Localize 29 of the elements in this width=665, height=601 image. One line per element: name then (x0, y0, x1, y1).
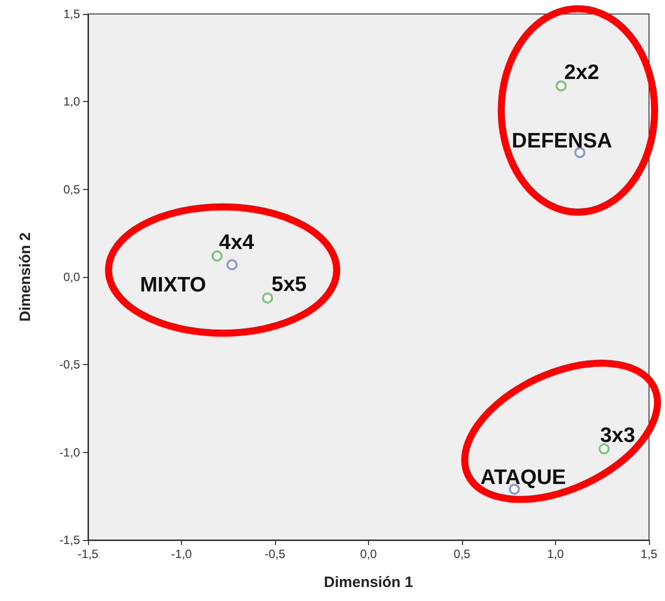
annotation: MIXTO (140, 274, 206, 297)
point (574, 147, 586, 158)
annotation: 2x2 (564, 60, 600, 84)
x-axis-title: Dimensión 1 (324, 574, 414, 591)
y-tick-label: 0,0 (63, 270, 80, 284)
y-tick-label: -1,5 (59, 533, 80, 547)
x-tick-label: -0,5 (264, 547, 286, 561)
y-tick-label: 1,0 (63, 94, 80, 109)
annotation: 3x3 (600, 424, 636, 447)
point (556, 80, 567, 92)
y-axis-title: Dimensión 2 (17, 232, 34, 322)
annotation: DEFENSA (512, 130, 612, 153)
annotation: 5x5 (272, 273, 307, 296)
point (212, 250, 223, 262)
x-tick-label: -1,0 (171, 547, 192, 561)
point (598, 443, 610, 454)
x-tick-label: 0,0 (360, 547, 378, 561)
x-tick-label: 1,5 (640, 547, 658, 561)
y-tick-label: -0,5 (59, 358, 80, 372)
annotation: 4x4 (219, 230, 254, 254)
y-tick-label: 0,5 (63, 182, 80, 196)
x-tick-label: 1,0 (547, 547, 564, 561)
x-tick-label: 0,5 (454, 547, 471, 561)
y-tick-label: -1,0 (59, 445, 80, 460)
point (262, 292, 274, 304)
y-tick-label: 1,5 (63, 7, 80, 21)
point (226, 259, 238, 270)
annotation: ATAQUE (480, 466, 566, 490)
x-tick-label: -1,5 (78, 547, 99, 561)
